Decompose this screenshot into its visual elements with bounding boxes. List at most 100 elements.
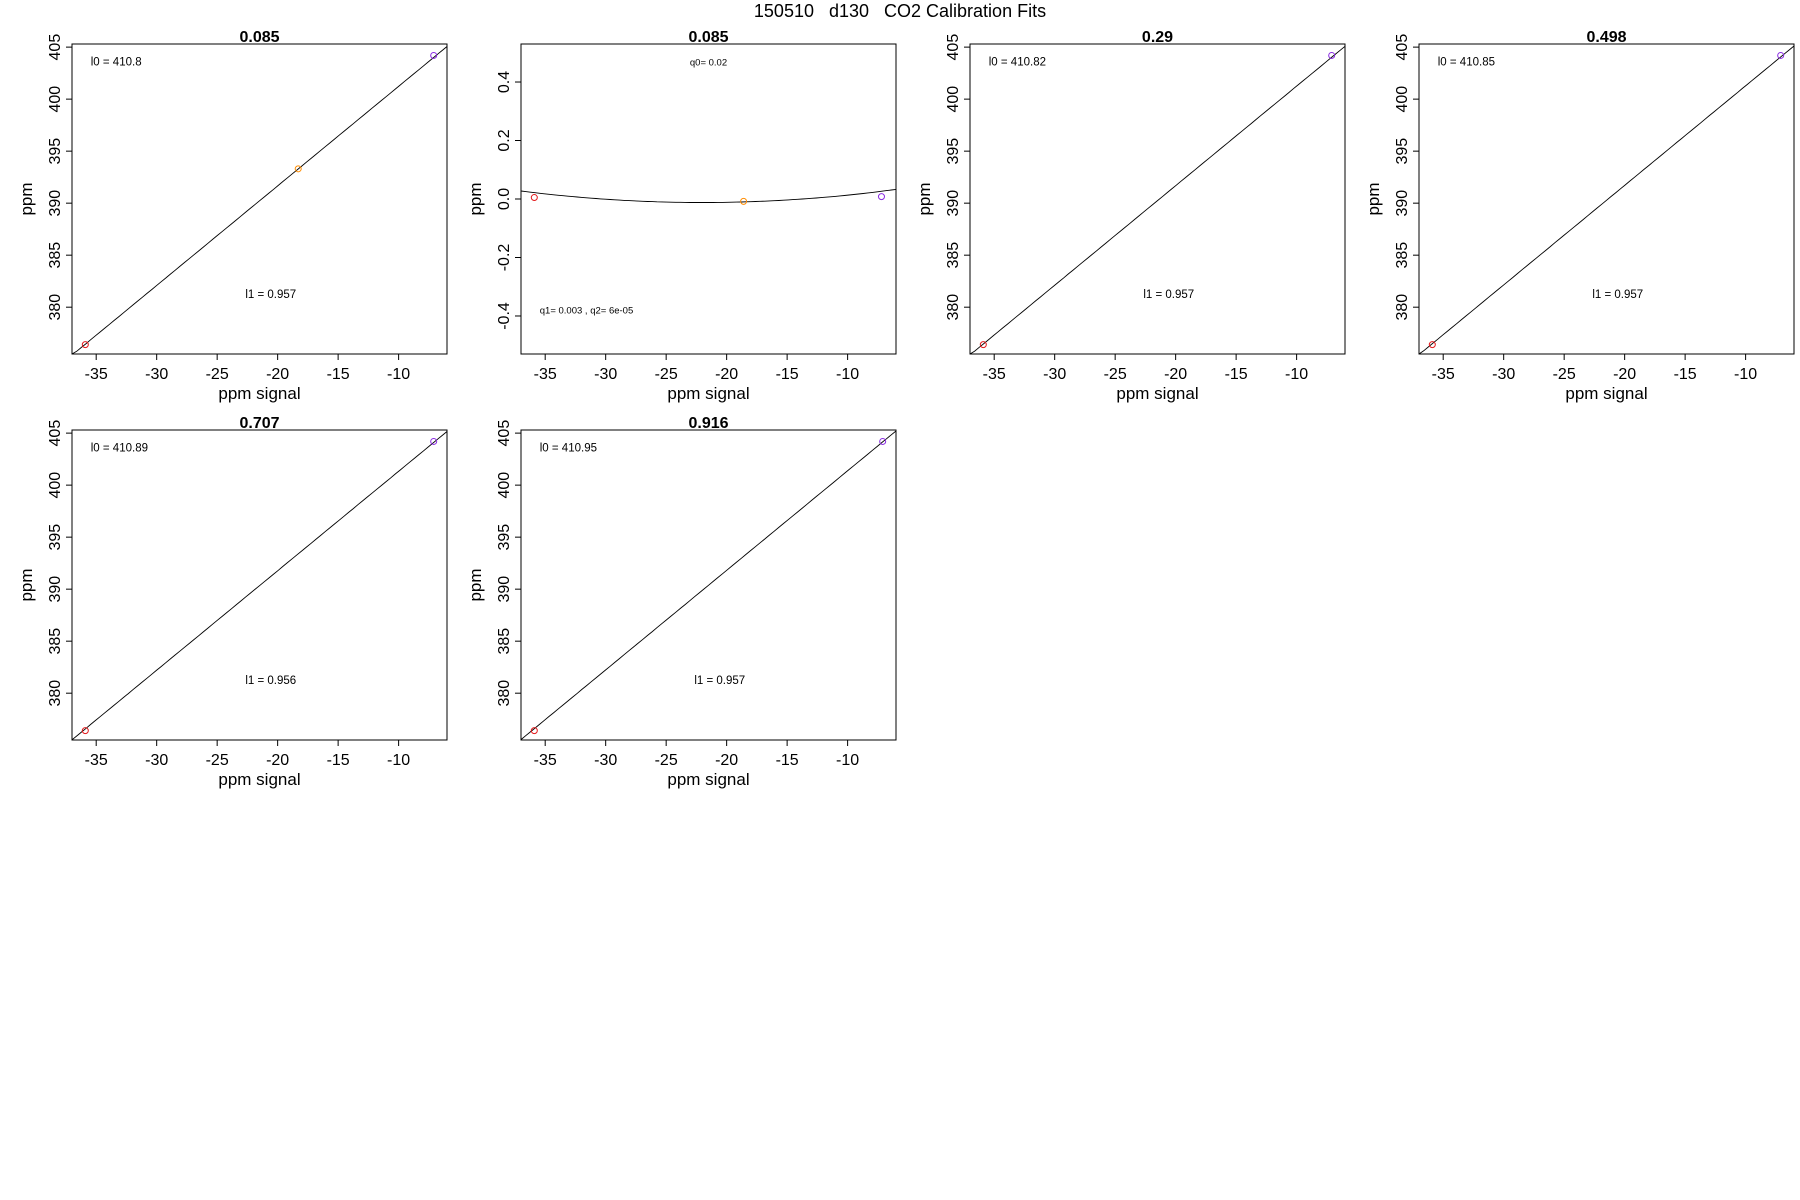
panel-5-y-tick-label: 400 <box>47 472 64 499</box>
panel-4-y-tick-label: 395 <box>1394 138 1411 165</box>
panel-6-y-tick-label: 405 <box>496 420 513 447</box>
panel-4-y-tick-label: 405 <box>1394 34 1411 61</box>
panel-3-x-tick-label: -35 <box>983 366 1006 383</box>
panel-6-x-axis-label: ppm signal <box>667 770 749 789</box>
panel-3-y-tick-label: 400 <box>945 86 962 113</box>
panel-3-y-tick-label: 395 <box>945 138 962 165</box>
panel-2-x-tick-label: -25 <box>655 366 678 383</box>
panel-5-x-tick-label: -10 <box>387 752 410 769</box>
panel-1-y-tick-label: 385 <box>47 242 64 269</box>
panel-5-x-tick-label: -35 <box>85 752 108 769</box>
panel-4-frame <box>1418 43 1795 355</box>
panel-5-point-1 <box>81 727 89 735</box>
panel-6-x-tick-label: -15 <box>776 752 799 769</box>
panel-1-x-tick-label: -15 <box>327 366 350 383</box>
panel-6-x-tick-label: -25 <box>655 752 678 769</box>
panel-1-x-tick-label: -20 <box>266 366 289 383</box>
panel-3-x-tick-label: -15 <box>1225 366 1248 383</box>
panel-1-y-tick-label: 405 <box>47 34 64 61</box>
panel-3-annotation-2: l1 = 0.957 <box>1143 289 1194 301</box>
panel-2-point-2 <box>740 197 748 205</box>
panel-1-y-tick-label: 395 <box>47 138 64 165</box>
panel-3-point-2 <box>1328 51 1336 59</box>
panel-5-y-tick-label: 405 <box>47 420 64 447</box>
panel-3-x-tick-label: -10 <box>1285 366 1308 383</box>
panel-1-y-axis-label: ppm <box>17 182 36 215</box>
panel-5-y-tick-label: 385 <box>47 628 64 655</box>
panel-5-x-tick-label: -25 <box>206 752 229 769</box>
panel-4-y-tick-label: 385 <box>1394 242 1411 269</box>
panel-6-y-tick-label: 400 <box>496 472 513 499</box>
panel-4-y-tick-label: 400 <box>1394 86 1411 113</box>
panel-5-x-axis-label: ppm signal <box>218 770 300 789</box>
panel-5-y-tick-label: 380 <box>47 680 64 707</box>
panel-2-x-tick-label: -10 <box>836 366 859 383</box>
panel-2-fit-line <box>520 188 897 203</box>
panel-2-y-tick-label: -0.4 <box>496 302 513 330</box>
panel-2-y-tick-label: 0.0 <box>496 188 513 210</box>
panel-1-point-3 <box>430 51 438 59</box>
panel-2-y-tick-label: -0.2 <box>496 244 513 272</box>
panel-1-y-tick-label: 390 <box>47 190 64 217</box>
panel-1-y-tick-label: 380 <box>47 294 64 321</box>
panel-6-x-tick-label: -20 <box>715 752 738 769</box>
panel-5-x-tick-label: -15 <box>327 752 350 769</box>
panel-6-annotation-1: l0 = 410.95 <box>540 443 597 455</box>
panel-2-x-tick-label: -15 <box>776 366 799 383</box>
panel-1-point-1 <box>81 341 89 349</box>
panel-1-x-tick-label: -30 <box>145 366 168 383</box>
panel-1-x-tick-label: -10 <box>387 366 410 383</box>
panel-1-point-2 <box>294 165 302 173</box>
panel-3-y-tick-label: 385 <box>945 242 962 269</box>
panel-3-y-tick-label: 405 <box>945 34 962 61</box>
panel-4-x-tick-label: -15 <box>1674 366 1697 383</box>
panel-6-x-tick-label: -10 <box>836 752 859 769</box>
panel-4-y-tick-label: 390 <box>1394 190 1411 217</box>
panel-3-point-1 <box>979 341 987 349</box>
panel-3-x-axis-label: ppm signal <box>1116 384 1198 403</box>
panel-3-annotation-1: l0 = 410.82 <box>989 57 1046 69</box>
figure-title: 150510 d130 CO2 Calibration Fits <box>753 1 1047 21</box>
panel-4-fit-line <box>1418 45 1795 355</box>
panel-4-annotation-1: l0 = 410.85 <box>1438 57 1495 69</box>
panel-5-y-tick-label: 390 <box>47 576 64 603</box>
panel-1-x-axis-label: ppm signal <box>218 384 300 403</box>
panel-1-x-tick-label: -25 <box>206 366 229 383</box>
panel-5-fit-line <box>71 431 448 741</box>
panel-2-point-1 <box>530 194 538 202</box>
panel-3-x-tick-label: -20 <box>1164 366 1187 383</box>
panel-6-y-tick-label: 380 <box>496 680 513 707</box>
panel-2-annotation-2: q1= 0.003 , q2= 6e-05 <box>540 306 634 317</box>
panel-3-y-axis-label: ppm <box>915 182 934 215</box>
panel-2-point-3 <box>877 193 885 201</box>
panel-2-y-tick-label: 0.4 <box>496 71 513 93</box>
panel-6-title: 0.916 <box>688 415 728 432</box>
panel-2-x-tick-label: -20 <box>715 366 738 383</box>
panel-4-x-tick-label: -10 <box>1734 366 1757 383</box>
panel-3-x-tick-label: -25 <box>1104 366 1127 383</box>
panel-4-x-tick-label: -25 <box>1553 366 1576 383</box>
panel-6-x-tick-label: -30 <box>594 752 617 769</box>
panel-1-y-tick-label: 400 <box>47 86 64 113</box>
panel-6-y-axis-label: ppm <box>466 568 485 601</box>
panel-1-frame <box>71 43 448 355</box>
panel-4-point-1 <box>1428 341 1436 349</box>
panel-6-annotation-2: l1 = 0.957 <box>694 675 745 687</box>
panel-2-annotation-1: q0= 0.02 <box>690 58 727 69</box>
panel-1-annotation-2: l1 = 0.957 <box>245 289 296 301</box>
panel-4-x-tick-label: -20 <box>1613 366 1636 383</box>
panel-2-x-tick-label: -35 <box>534 366 557 383</box>
panel-4-x-tick-label: -30 <box>1492 366 1515 383</box>
panel-4-y-axis-label: ppm <box>1364 182 1383 215</box>
panel-6-y-tick-label: 385 <box>496 628 513 655</box>
panel-6-point-1 <box>530 727 538 735</box>
panel-4-annotation-2: l1 = 0.957 <box>1592 289 1643 301</box>
panel-5-x-tick-label: -30 <box>145 752 168 769</box>
panel-6-y-tick-label: 390 <box>496 576 513 603</box>
panel-4-y-tick-label: 380 <box>1394 294 1411 321</box>
panel-2-y-axis-label: ppm <box>466 182 485 215</box>
panel-6-point-2 <box>879 437 887 445</box>
panel-2-x-tick-label: -30 <box>594 366 617 383</box>
panel-6-fit-line <box>520 430 897 740</box>
